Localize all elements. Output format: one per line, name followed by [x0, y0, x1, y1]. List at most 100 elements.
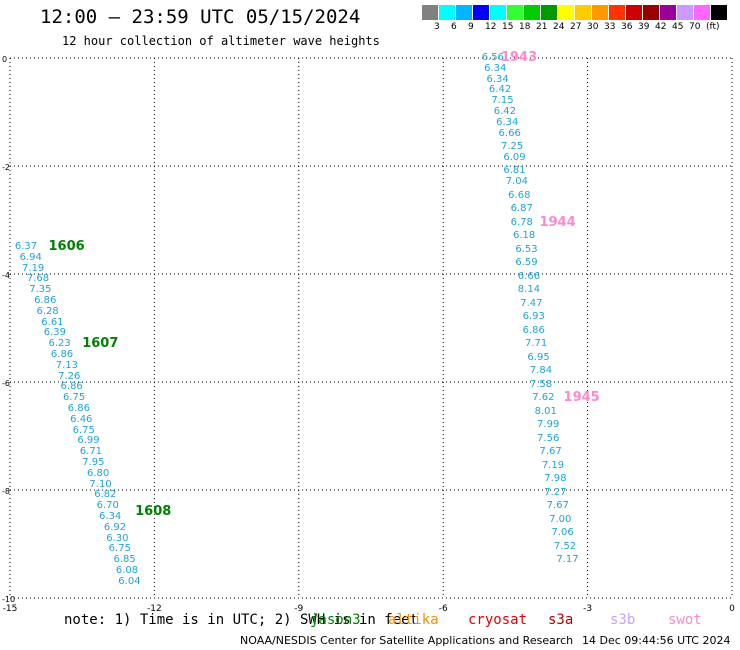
wave-height-reading: 6.66: [498, 127, 521, 139]
wave-height-reading: 6.46: [70, 413, 93, 425]
map-subtitle: 12 hour collection of altimeter wave hei…: [62, 34, 380, 48]
legend-entry-swot: swot: [668, 612, 702, 628]
wave-height-reading: 7.68: [26, 273, 50, 285]
wave-height-reading: 7.52: [553, 540, 577, 552]
scale-swatch: [524, 5, 540, 20]
scale-label: 15: [502, 22, 514, 32]
wave-height-reading: 6.78: [510, 216, 533, 228]
lat-tick-label: -8: [2, 487, 10, 496]
wave-height-reading: 6.87: [510, 203, 533, 215]
legend-entry-s3b: s3b: [610, 612, 636, 628]
wave-height-reading: 6.42: [488, 84, 512, 96]
wave-height-reading: 6.94: [19, 251, 42, 263]
scale-swatch: [677, 5, 693, 20]
wave-height-reading: 6.34: [496, 116, 519, 128]
wave-height-reading: 6.37: [14, 241, 38, 252]
scale-swatch: [592, 5, 608, 20]
lat-tick-label: -2: [2, 163, 10, 172]
wave-height-reading: 7.17: [556, 554, 579, 566]
wave-height-reading: 6.68: [508, 189, 531, 201]
wave-height-reading: 6.28: [36, 305, 59, 317]
scale-swatch: [490, 5, 506, 20]
wave-height-reading: 7.67: [539, 446, 562, 458]
wave-height-reading: 7.04: [505, 176, 529, 188]
wave-height-reading: 7.15: [491, 95, 514, 107]
wave-height-reading: 6.66: [517, 270, 541, 282]
wave-height-reading: 8.01: [534, 405, 557, 417]
lat-tick-label: -4: [2, 271, 10, 280]
scale-swatch: [575, 5, 591, 20]
scale-label: 12: [485, 22, 497, 32]
legend-entry-altika: altika: [388, 612, 439, 628]
wave-height-reading: 6.34: [99, 511, 122, 522]
wave-height-reading: 6.86: [60, 381, 83, 393]
wave-height-reading: 7.35: [29, 284, 52, 296]
wave-height-reading: 6.82: [94, 489, 117, 501]
scale-swatch: [626, 5, 642, 20]
wave-height-reading: 6.95: [527, 351, 550, 363]
footer-note: note: 1) Time is in UTC; 2) SWH is in fe…: [64, 612, 419, 628]
wave-height-reading: 6.80: [87, 467, 110, 479]
wave-height-reading: 6.42: [493, 106, 516, 117]
scale-label: 27: [570, 22, 582, 32]
wave-height-reading: 7.47: [520, 297, 543, 309]
scale-label: 9: [468, 22, 474, 32]
wave-height-reading: 6.99: [77, 435, 100, 447]
wave-height-reading: 7.58: [529, 378, 553, 390]
wave-height-reading: 6.86: [34, 295, 57, 306]
wave-height-reading: 7.67: [546, 500, 569, 512]
scale-label: 6: [451, 22, 457, 32]
wave-height-reading: 7.10: [89, 478, 112, 490]
wave-height-reading: 6.86: [67, 403, 91, 414]
wave-height-reading: 6.61: [41, 316, 64, 328]
wave-height-reading: 7.95: [82, 457, 105, 468]
scale-swatch: [541, 5, 557, 20]
pass-time-label: 1944: [539, 214, 576, 230]
lon-tick-label: -9: [294, 604, 303, 614]
wave-height-reading: 6.75: [108, 543, 131, 555]
scale-label: 24: [553, 22, 565, 32]
pass-time-label: 1945: [563, 390, 600, 406]
scale-swatch: [643, 5, 659, 20]
wave-height-reading: 6.30: [106, 532, 129, 544]
wave-height-reading: 6.70: [96, 500, 119, 512]
wave-height-reading: 6.23: [48, 338, 71, 350]
wave-height-reading: 6.09: [503, 151, 526, 163]
map-title: 12:00 – 23:59 UTC 05/15/2024: [40, 6, 361, 28]
wave-height-reading: 7.62: [532, 392, 555, 404]
wave-height-reading: 6.86: [50, 349, 74, 360]
wave-height-reading: 7.19: [22, 262, 45, 274]
wave-height-reading: 6.34: [484, 62, 507, 74]
wave-height-reading: 6.85: [113, 554, 136, 566]
pass-time-label: 1943: [500, 50, 538, 65]
wave-height-reading: 6.93: [522, 311, 545, 323]
wave-height-reading: 7.13: [55, 359, 78, 371]
wave-height-reading: 6.81: [503, 165, 526, 177]
scale-swatch: [507, 5, 523, 20]
wave-height-reading: 7.25: [500, 141, 524, 153]
pass-time-label: 1607: [82, 336, 119, 352]
generation-timestamp: 14 Dec 09:44:56 UTC 2024: [582, 634, 731, 647]
pass-time-label: 1606: [48, 239, 85, 254]
lon-tick-label: -3: [583, 604, 592, 614]
scale-swatch: [422, 5, 438, 20]
wave-height-reading: 6.92: [103, 521, 127, 533]
lat-lon-grid: [9, 57, 733, 599]
scale-swatch: [473, 5, 489, 20]
wave-height-reading: 7.56: [537, 432, 560, 444]
wave-height-reading: 6.75: [72, 424, 95, 436]
wave-height-reading: 7.71: [525, 338, 548, 350]
wave-height-reading: 6.56: [481, 52, 504, 63]
wave-height-reading: 6.18: [512, 230, 536, 242]
wave-height-reading: 7.06: [551, 527, 574, 539]
lon-tick-label: -12: [147, 604, 162, 614]
scale-label: 45: [672, 22, 684, 32]
wave-height-reading: 6.86: [522, 324, 545, 336]
pass-time-label: 1608: [135, 503, 172, 519]
legend-entry-cryosat: cryosat: [468, 612, 528, 628]
scale-label: (ft): [706, 22, 720, 32]
scale-label: 3: [434, 22, 440, 32]
scale-label: 70: [689, 22, 701, 32]
lon-tick-label: 0: [729, 604, 735, 614]
wave-height-reading: 8.14: [517, 284, 541, 296]
